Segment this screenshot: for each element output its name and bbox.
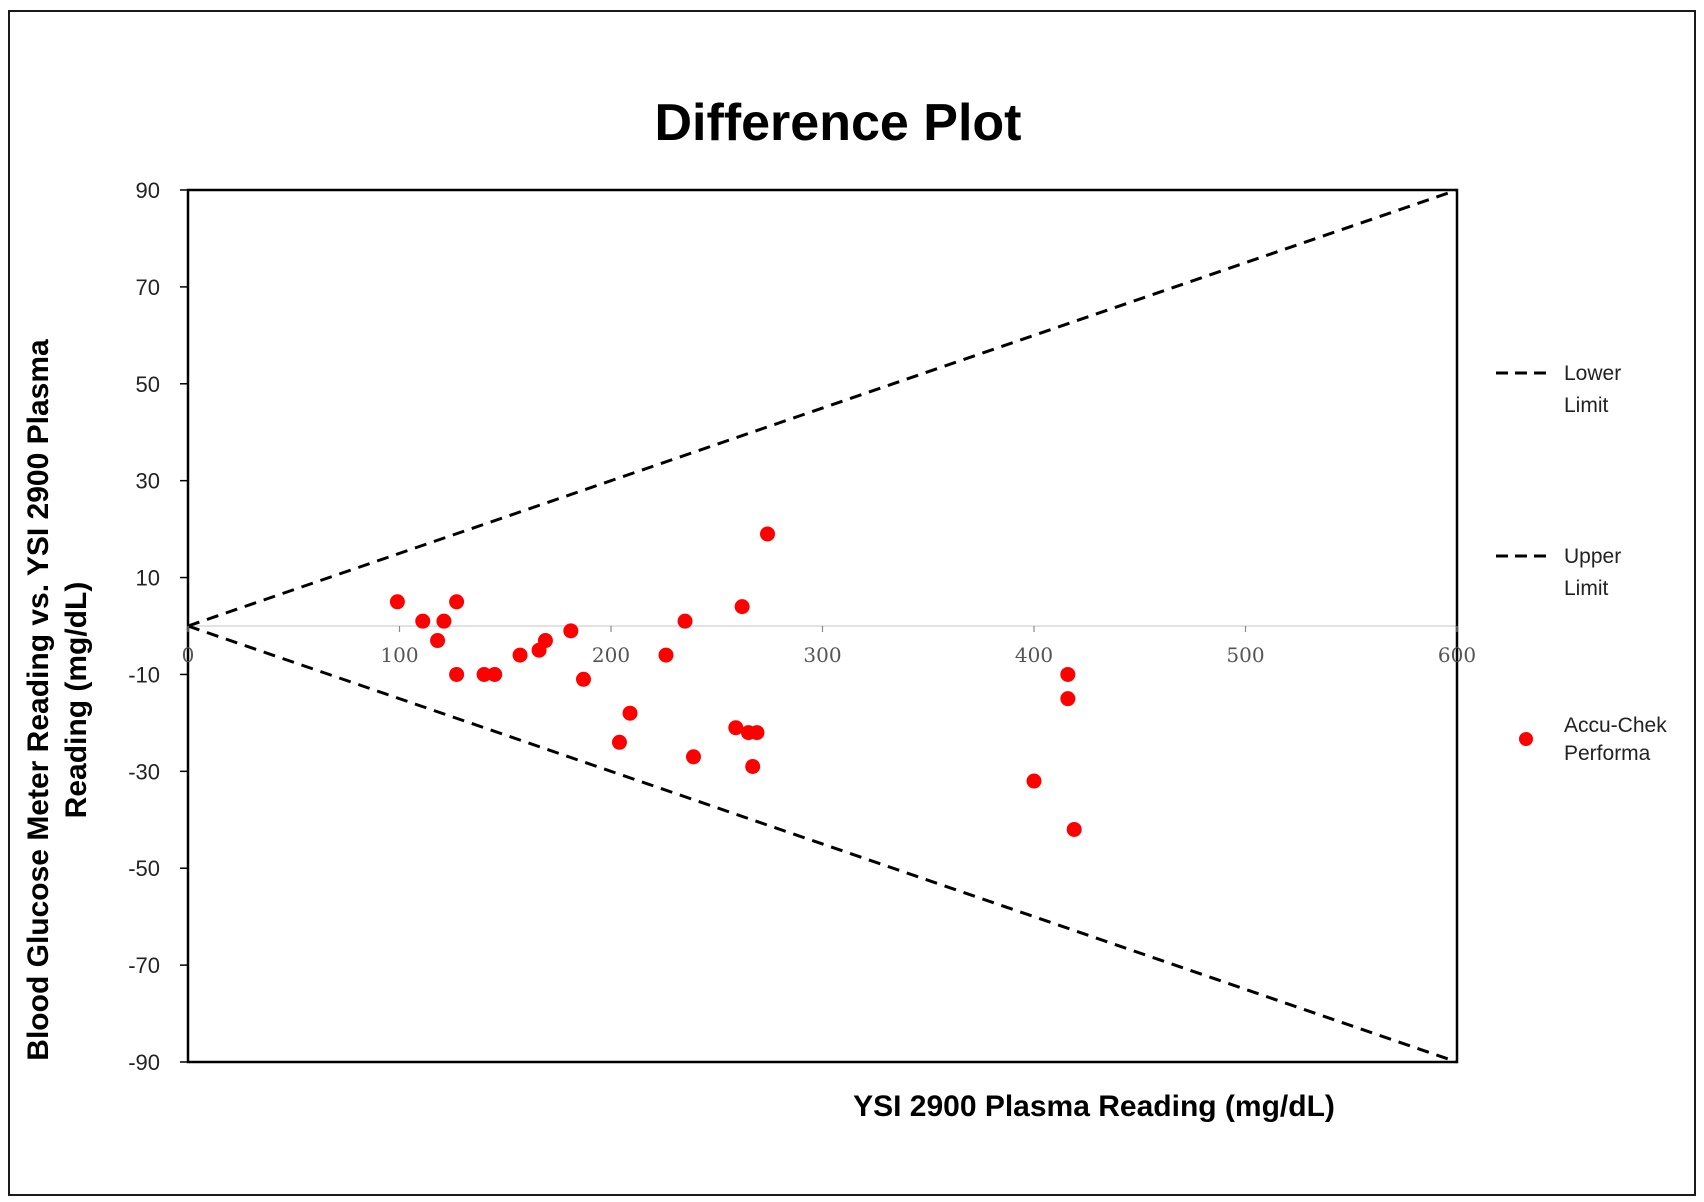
data-point bbox=[745, 758, 761, 774]
y-tick-label: -30 bbox=[128, 759, 160, 784]
y-tick-label: 50 bbox=[136, 372, 160, 397]
y-tick-label: 10 bbox=[136, 566, 160, 591]
data-point bbox=[658, 647, 674, 663]
legend-upper-limit-label-2: Limit bbox=[1564, 577, 1609, 600]
data-point bbox=[389, 594, 405, 610]
y-tick-label: -70 bbox=[128, 953, 160, 978]
data-point bbox=[1060, 691, 1076, 707]
limit-line-lower-limit bbox=[187, 624, 1458, 1064]
y-tick-label: -90 bbox=[128, 1050, 160, 1075]
data-point bbox=[611, 734, 627, 750]
x-tick-label: 300 bbox=[803, 643, 841, 667]
data-point bbox=[436, 613, 452, 629]
data-point bbox=[728, 720, 744, 736]
x-tick-label: 600 bbox=[1438, 643, 1476, 667]
limit-lines bbox=[187, 188, 1458, 1064]
data-point bbox=[430, 633, 446, 649]
legend-accu-chek-label-2: Performa bbox=[1564, 742, 1651, 765]
data-point bbox=[677, 613, 693, 629]
legend: Lower Limit Upper Limit Accu-Chek Perfor… bbox=[1496, 362, 1667, 765]
x-tick-label: 500 bbox=[1226, 643, 1264, 667]
data-point bbox=[537, 633, 553, 649]
y-tick-label: 30 bbox=[136, 469, 160, 494]
y-axis-title-line-1: Blood Glucose Meter Reading vs. YSI 2900… bbox=[22, 339, 55, 1061]
data-point bbox=[449, 666, 465, 682]
legend-item-accu-chek-performa: Accu-Chek Performa bbox=[1519, 714, 1667, 765]
chart-title: Difference Plot bbox=[655, 94, 1022, 152]
data-point bbox=[622, 705, 638, 721]
data-point bbox=[760, 526, 776, 542]
legend-item-lower-limit: Lower Limit bbox=[1496, 362, 1621, 417]
x-tick-label: 400 bbox=[1015, 643, 1053, 667]
legend-item-upper-limit: Upper Limit bbox=[1496, 545, 1621, 600]
data-point bbox=[1026, 773, 1042, 789]
x-tick-label: 200 bbox=[592, 643, 630, 667]
y-tick-label: 90 bbox=[136, 178, 160, 203]
data-points bbox=[389, 526, 1082, 837]
limit-line-upper-limit bbox=[187, 188, 1458, 628]
data-point bbox=[734, 599, 750, 615]
x-tick-label: 100 bbox=[380, 643, 418, 667]
y-axis-title-line-2: Reading (mg/dL) bbox=[60, 582, 93, 819]
x-axis-title: YSI 2900 Plasma Reading (mg/dL) bbox=[853, 1090, 1335, 1123]
y-tick-label: 70 bbox=[136, 275, 160, 300]
data-point bbox=[415, 613, 431, 629]
y-axis-title: Blood Glucose Meter Reading vs. YSI 2900… bbox=[22, 339, 93, 1061]
data-point bbox=[576, 671, 592, 687]
data-point bbox=[1066, 821, 1082, 837]
x-tick-label: 0 bbox=[182, 643, 195, 667]
data-point bbox=[512, 647, 528, 663]
data-point bbox=[449, 594, 465, 610]
data-point bbox=[685, 749, 701, 765]
y-tick-label: -10 bbox=[128, 662, 160, 687]
data-point bbox=[487, 666, 503, 682]
y-axis-ticks: 90 70 50 30 10 -10 -30 -50 -70 -90 bbox=[128, 178, 188, 1075]
chart-frame bbox=[8, 10, 1696, 1196]
legend-lower-limit-label-1: Lower bbox=[1564, 362, 1621, 385]
legend-upper-limit-label-1: Upper bbox=[1564, 545, 1621, 568]
legend-accu-chek-label-1: Accu-Chek bbox=[1564, 714, 1667, 737]
legend-lower-limit-label-2: Limit bbox=[1564, 394, 1609, 417]
data-point bbox=[749, 725, 765, 741]
data-point bbox=[563, 623, 579, 639]
data-point bbox=[476, 666, 492, 682]
x-axis-ticks: 0 100 200 300 400 500 600 bbox=[182, 626, 1476, 667]
y-tick-label: -50 bbox=[128, 856, 160, 881]
data-point bbox=[1060, 666, 1076, 682]
legend-accu-chek-swatch bbox=[1519, 732, 1533, 746]
